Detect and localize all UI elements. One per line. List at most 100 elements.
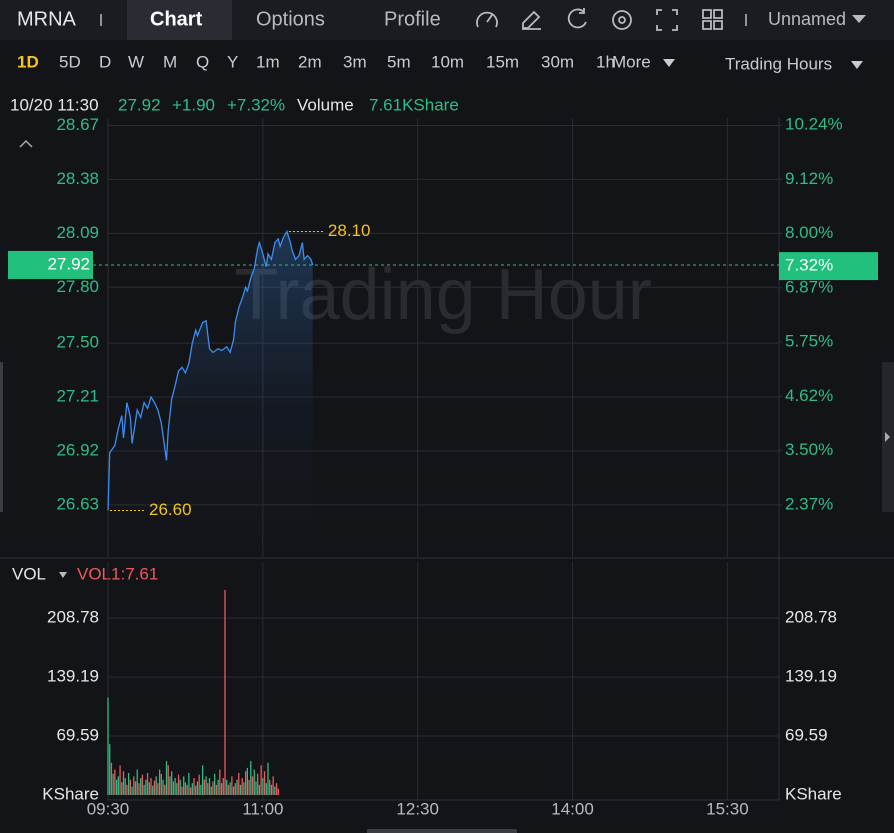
volume-bar [258,784,261,795]
timeframe[interactable]: 1h [596,52,615,71]
vol-title[interactable]: VOL [12,564,46,583]
draw-icon[interactable] [522,10,541,30]
y-tick-label: 208.78 [47,608,99,627]
quote-change-pct: +7.32% [227,95,285,114]
timeframe[interactable]: Q [196,52,209,71]
quote-volume: 7.61KShare [369,95,459,114]
volume-bar [210,786,212,795]
timeframe[interactable]: 30m [541,52,574,71]
timeframe[interactable]: 1D [17,52,39,71]
volume-bar [208,778,211,795]
volume-bar [146,772,149,795]
session-select[interactable]: Trading Hours [725,54,832,73]
timeframe[interactable]: Y [227,52,238,71]
volume-bar [164,784,166,795]
layout-name[interactable]: Unnamed [768,9,846,29]
volume-bar [198,774,200,795]
volume-bar [171,771,173,795]
indicator-icon[interactable] [476,11,498,28]
volume-bar [148,782,150,795]
dropdown-arrow [59,572,67,578]
volume-bar [126,784,128,795]
volume-bar [129,779,132,795]
y-tick-label: 27.80 [56,277,99,296]
dropdown-arrow [663,59,675,67]
y-tick-label: 28.67 [56,115,99,134]
volume-bar [219,769,221,795]
fullscreen-icon[interactable] [656,9,678,31]
volume-bar [263,771,266,795]
volume-bar [141,774,144,795]
timeframe[interactable]: 5m [387,52,411,71]
timeframe[interactable]: 1m [256,52,280,71]
x-tick-label: 11:00 [242,799,283,818]
y2-tick-label: 4.62% [785,386,833,405]
quote-price: 27.92 [118,95,161,114]
volume-bar [184,782,187,795]
volume-bar [255,781,257,795]
volume-bar [152,785,154,795]
vol-indicator: VOL1:7.61 [77,564,158,583]
volume-bar [262,778,264,795]
volume-bar [250,761,252,795]
y2-tick-label: 208.78 [785,608,837,627]
timeframe[interactable]: W [128,52,144,71]
volume-bar [244,771,247,795]
price-area [108,231,313,557]
more-button[interactable]: More [612,52,651,71]
volume-bar [272,776,274,795]
volume-bar [162,779,164,795]
volume-bar [232,786,235,795]
timeframe[interactable]: 10m [431,52,464,71]
settings-icon[interactable] [612,10,632,30]
refresh-icon[interactable] [567,8,587,29]
volume-bar [239,784,242,795]
volume-bar [214,773,216,795]
volume-bar [158,769,161,795]
y2-tick-label: 8.00% [785,223,833,242]
volume-bar [277,788,279,795]
side-handle[interactable] [0,362,3,512]
volume-bar [203,779,205,795]
volume-bar [253,769,255,795]
volume-bar [251,776,254,795]
y-tick-label: 26.92 [56,440,99,459]
volume-bar [227,784,230,795]
volume-bar [157,783,159,795]
timeframe[interactable]: 15m [486,52,519,71]
volume-bar [220,783,223,795]
tab[interactable]: Options [256,8,325,30]
tab[interactable]: Chart [150,8,203,30]
volume-bar [124,778,126,795]
layout-icon[interactable] [702,9,723,30]
tab[interactable]: Profile [384,8,441,30]
timeframe[interactable]: M [163,52,177,71]
volume-bar [183,776,185,795]
y2-tick-label: 9.12% [785,169,833,188]
volume-bar [186,784,188,795]
scroll-handle[interactable] [367,829,517,833]
volume-bar [189,787,192,795]
volume-bar [241,778,243,795]
timeframe[interactable]: D [99,52,111,71]
volume-bar [172,781,175,795]
symbol[interactable]: MRNA [17,8,77,30]
volume-bar [138,783,140,795]
volume-bar [117,776,119,795]
volume-bar [179,779,181,795]
volume-bar [226,779,228,795]
volume-bar [207,783,209,795]
volume-bar [231,776,233,795]
y-tick-label: 139.19 [47,667,99,686]
timeframe[interactable]: 2m [298,52,322,71]
collapse-icon[interactable] [19,139,33,148]
volume-label: Volume [297,95,354,114]
volume-bar [188,772,190,795]
timeframe[interactable]: 3m [343,52,367,71]
volume-bar [140,778,142,795]
volume-bar [193,778,195,795]
volume-bar [275,783,278,795]
volume-bar [212,781,214,795]
timeframe[interactable]: 5D [59,52,81,71]
volume-bar [248,779,250,795]
